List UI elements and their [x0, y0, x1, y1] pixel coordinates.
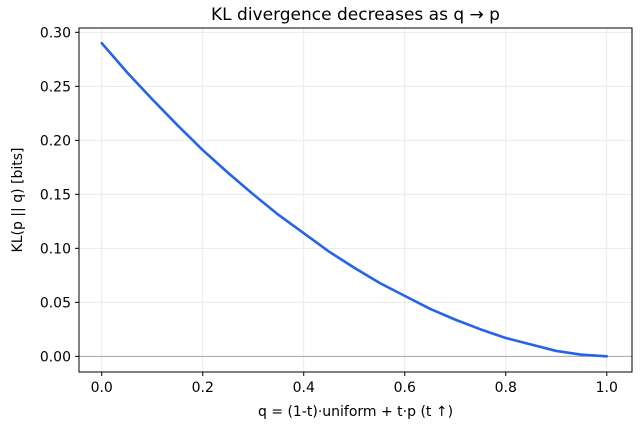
x-tick-label: 0.2 [192, 380, 214, 396]
x-tick-label: 0.6 [394, 380, 416, 396]
x-tick-label: 1.0 [596, 380, 618, 396]
y-tick-label: 0.00 [40, 349, 71, 365]
y-tick-label: 0.30 [40, 25, 71, 41]
kl-divergence-series-line [100, 41, 609, 358]
y-tick-label: 0.05 [40, 295, 71, 311]
series-group [100, 41, 609, 358]
y-tick-label: 0.20 [40, 133, 71, 149]
chart-title: KL divergence decreases as q → p [211, 5, 500, 25]
x-tick-label: 0.0 [91, 380, 113, 396]
ticks: 0.0 0.2 0.4 0.6 0.8 1.0 0.00 0.05 0.10 0.15 0.20 0.… [40, 25, 618, 396]
y-axis-label: KL(p || q) [bits] [10, 148, 26, 253]
x-tick-label: 0.8 [495, 380, 517, 396]
y-tick-label: 0.25 [40, 79, 71, 95]
x-axis-label: q = (1-t)·uniform + t·p (t ↑) [258, 404, 453, 420]
plot-frame [78, 27, 633, 373]
y-tick-label: 0.15 [40, 187, 71, 203]
x-tick-label: 0.4 [293, 380, 315, 396]
grid [79, 28, 632, 372]
y-tick-label: 0.10 [40, 241, 71, 257]
